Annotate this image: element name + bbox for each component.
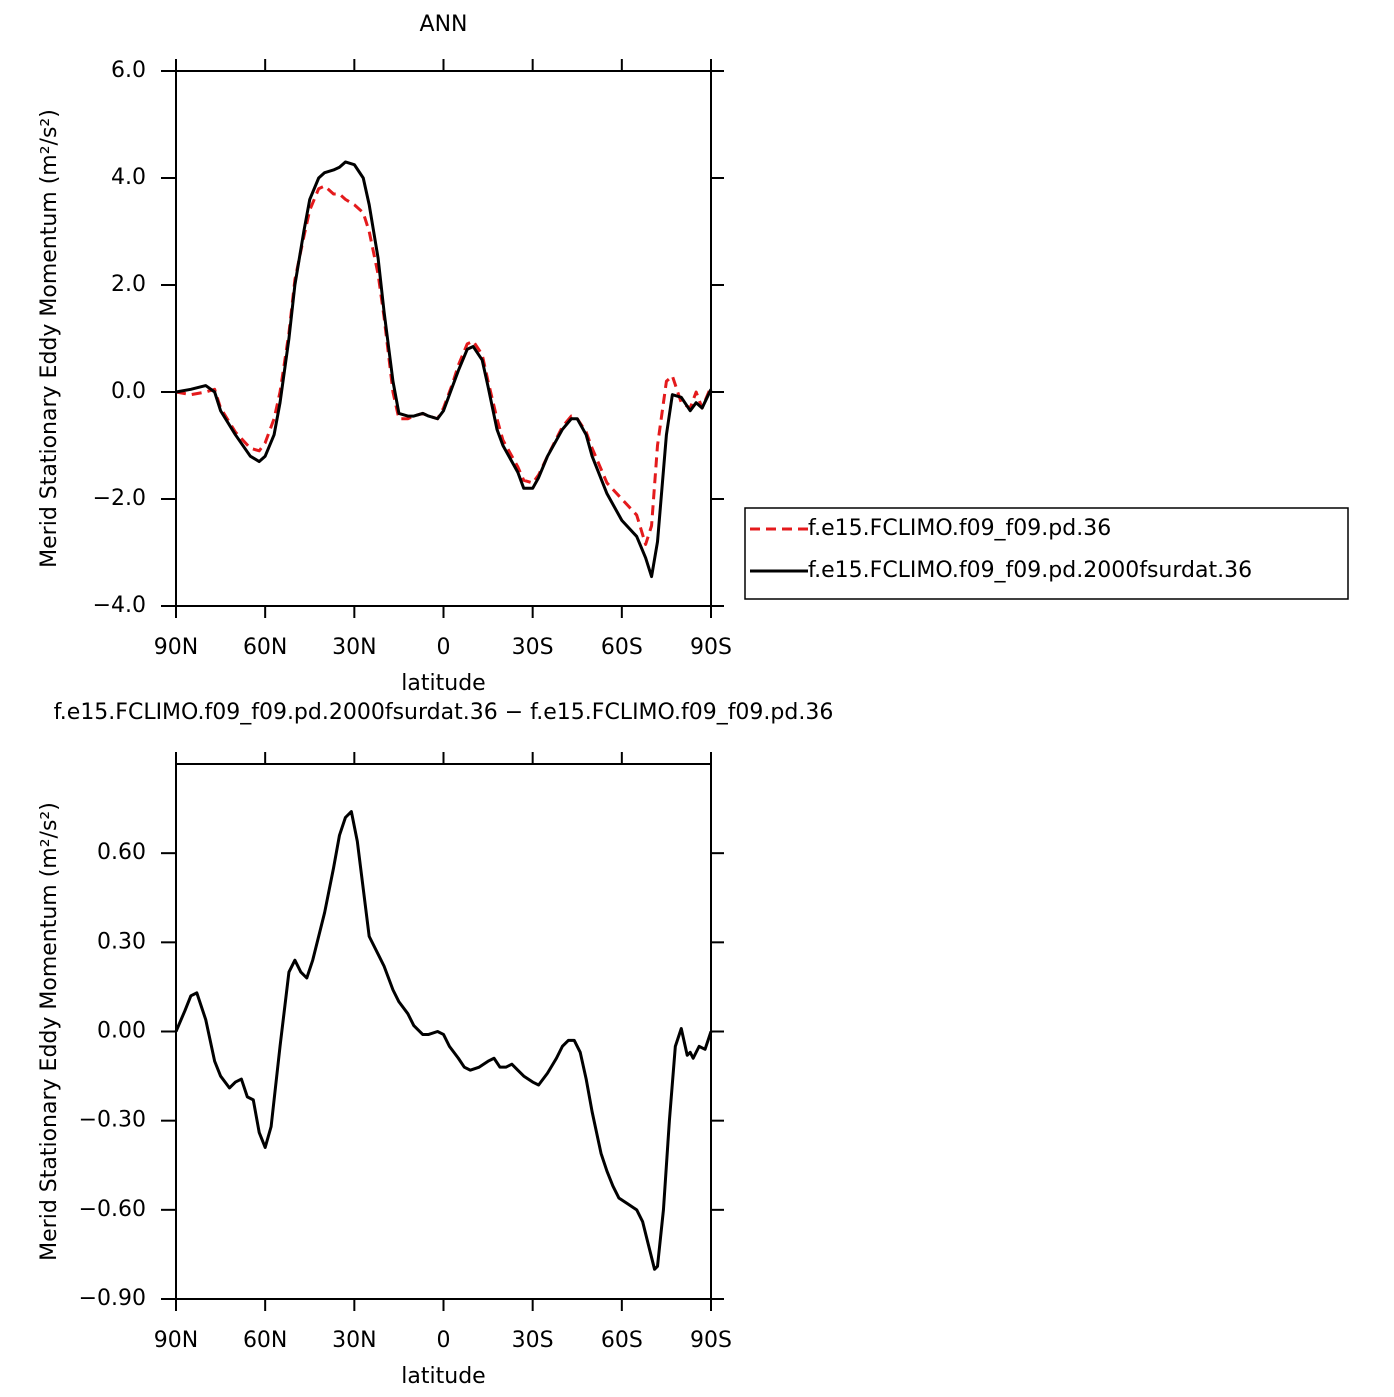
x-tick-label: 60N xyxy=(243,1328,287,1353)
data-line xyxy=(174,810,713,1271)
y-tick-label: −0.90 xyxy=(79,1286,146,1311)
x-axis-label: latitude xyxy=(401,1364,485,1389)
chart-title: ANN xyxy=(420,12,468,37)
legend: f.e15.FCLIMO.f09_f09.pd.36 f.e15.FCLIMO.f… xyxy=(744,507,1349,600)
y-tick-label: 2.0 xyxy=(111,272,146,297)
legend-box xyxy=(744,507,1349,600)
x-axis-label: latitude xyxy=(401,671,485,696)
x-tick-label: 30S xyxy=(512,1328,554,1353)
data-line xyxy=(175,160,713,579)
chart-title: f.e15.FCLIMO.f09_f09.pd.2000fsurdat.36 −… xyxy=(54,700,834,725)
x-tick-label: 60S xyxy=(601,635,643,660)
y-tick-label: −0.30 xyxy=(79,1108,146,1133)
plot-frame xyxy=(175,763,712,1300)
x-tick-label: 60S xyxy=(601,1328,643,1353)
x-tick-label: 0 xyxy=(437,635,451,660)
y-tick-label: 0.0 xyxy=(111,379,146,404)
x-tick-label: 30S xyxy=(512,635,554,660)
x-tick-label: 30N xyxy=(332,1328,376,1353)
x-tick-label: 60N xyxy=(243,635,287,660)
x-tick-label: 90S xyxy=(690,635,732,660)
data-line xyxy=(175,184,713,546)
y-tick-label: 0.00 xyxy=(97,1019,146,1044)
y-tick-label: −2.0 xyxy=(93,486,146,511)
y-tick-label: 4.0 xyxy=(111,165,146,190)
y-tick-label: −0.60 xyxy=(79,1197,146,1222)
y-tick-label: 0.30 xyxy=(97,929,146,954)
x-tick-label: 90S xyxy=(690,1328,732,1353)
x-tick-label: 30N xyxy=(332,635,376,660)
x-tick-label: 90N xyxy=(154,1328,198,1353)
x-tick-label: 0 xyxy=(437,1328,451,1353)
x-tick-label: 90N xyxy=(154,635,198,660)
legend-label: f.e15.FCLIMO.f09_f09.pd.36 xyxy=(808,516,1111,541)
plot-frame xyxy=(175,70,712,607)
y-axis-label: Merid Stationary Eddy Momentum (m²/s²) xyxy=(37,109,62,568)
y-tick-label: 6.0 xyxy=(111,58,146,83)
y-tick-label: 0.60 xyxy=(97,840,146,865)
y-tick-label: −4.0 xyxy=(93,593,146,618)
legend-label: f.e15.FCLIMO.f09_f09.pd.2000fsurdat.36 xyxy=(808,558,1252,583)
y-axis-label: Merid Stationary Eddy Momentum (m²/s²) xyxy=(37,802,62,1261)
